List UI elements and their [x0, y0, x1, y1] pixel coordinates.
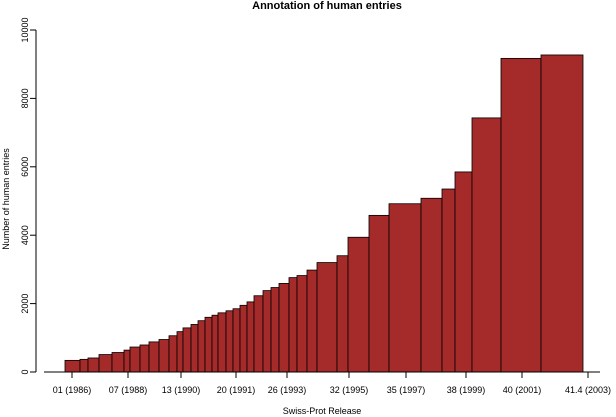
y-tick-label: 4000 — [20, 225, 30, 245]
y-axis-title: Number of human entries — [1, 148, 11, 250]
x-ticks: 01 (1986) 07 (1988) 13 (1990) 20 (1991) 26 (… — [53, 372, 611, 395]
bar — [296, 275, 308, 373]
x-tick-label: 26 (1993) — [268, 385, 307, 395]
bar — [123, 349, 131, 373]
bar — [262, 290, 272, 373]
bar — [211, 314, 219, 373]
bar — [129, 346, 141, 373]
bar — [540, 54, 584, 373]
bars-layer — [64, 54, 584, 373]
x-tick-label: 35 (1997) — [387, 385, 426, 395]
bar — [87, 357, 100, 373]
bar — [139, 344, 150, 373]
x-axis-title: Swiss-Prot Release — [283, 406, 362, 416]
x-tick-label: 20 (1991) — [217, 385, 256, 395]
bar — [111, 352, 125, 373]
x-tick-label: 13 (1990) — [162, 385, 201, 395]
bar — [500, 57, 542, 373]
chart-title: Annotation of human entries — [252, 0, 402, 12]
bar — [176, 331, 184, 373]
y-tick-label: 6000 — [20, 157, 30, 177]
bar — [368, 214, 390, 373]
bar — [441, 188, 456, 373]
bar — [471, 117, 502, 373]
bar — [232, 308, 241, 373]
bar — [388, 203, 422, 373]
bar — [182, 327, 192, 373]
bar — [64, 359, 81, 373]
bar — [336, 255, 349, 373]
bar — [217, 312, 227, 373]
bar — [148, 341, 160, 373]
bar — [288, 277, 298, 373]
bar — [270, 287, 280, 373]
bar — [316, 262, 338, 373]
y-ticks: 0 2000 4000 6000 8000 10000 — [20, 17, 36, 375]
bar — [197, 320, 206, 373]
bar — [79, 358, 89, 373]
bar — [347, 236, 370, 373]
bar — [98, 354, 113, 373]
y-tick-label: 8000 — [20, 88, 30, 108]
bar — [454, 171, 473, 373]
bar — [168, 335, 178, 373]
x-tick-label: 32 (1995) — [330, 385, 369, 395]
bar — [204, 316, 213, 373]
y-tick-label: 2000 — [20, 294, 30, 314]
bar — [253, 295, 264, 373]
y-tick-label: 0 — [20, 369, 30, 374]
bar — [158, 339, 170, 373]
bar — [225, 310, 234, 373]
x-tick-label: 40 (2001) — [503, 385, 542, 395]
x-tick-label: 41.4 (2003) — [565, 385, 611, 395]
x-tick-label: 07 (1988) — [109, 385, 148, 395]
x-tick-label: 38 (1999) — [447, 385, 486, 395]
x-tick-label: 01 (1986) — [53, 385, 92, 395]
bar — [278, 283, 290, 373]
bar — [239, 304, 248, 373]
bar — [306, 269, 318, 373]
y-tick-label: 10000 — [20, 17, 30, 42]
bar — [190, 324, 199, 373]
bar — [246, 301, 255, 373]
bar — [420, 197, 443, 373]
